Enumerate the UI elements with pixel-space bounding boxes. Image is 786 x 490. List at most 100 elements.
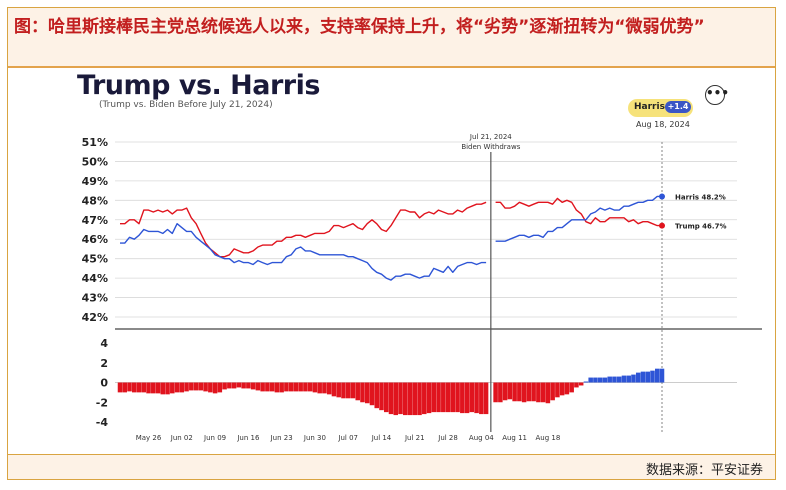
spread-bar (559, 382, 565, 396)
spread-bar (398, 382, 403, 415)
spread-bar (593, 377, 598, 383)
more-options-button[interactable]: ••• (705, 85, 729, 105)
spread-bar (564, 382, 570, 395)
xtick-label: Jun 30 (303, 434, 326, 442)
spread-bar (517, 382, 522, 402)
line-chart-ytick-label: 51% (82, 136, 108, 149)
data-source: 数据来源：平安证券 (645, 463, 763, 478)
spread-bar (650, 370, 655, 383)
spread-bar (659, 368, 665, 383)
spread-bar (222, 382, 227, 390)
spread-bar (155, 382, 161, 394)
spread-bar (322, 382, 327, 394)
line-chart-ytick-label: 45% (82, 253, 108, 266)
figure-header: 图：哈里斯接棒民主党总统候选人以来，支持率保持上升，将“劣势”逐渐扭转为“微弱优… (8, 8, 775, 66)
bar-chart-ytick-label: 2 (100, 357, 108, 370)
spread-bar (122, 382, 128, 393)
spread-bar (612, 376, 617, 383)
spread-bar (269, 382, 275, 392)
spread-bar (127, 382, 132, 392)
spread-bar (450, 382, 456, 413)
spread-bar (227, 382, 232, 389)
spread-bar (198, 382, 204, 391)
xtick-label: Aug 11 (502, 434, 527, 442)
spread-bar (274, 382, 280, 393)
spread-bar (616, 376, 622, 383)
xtick-label: Aug 18 (535, 434, 560, 442)
line-chart-ytick-label: 43% (82, 292, 108, 305)
spread-bar (654, 368, 660, 383)
spread-bar (317, 382, 322, 394)
spread-bar (136, 382, 142, 393)
spread-bar (445, 382, 451, 413)
spread-bar (345, 382, 351, 399)
spread-bar (540, 382, 546, 403)
leader-badge-date: Aug 18, 2024 (636, 120, 690, 129)
spread-bar (531, 382, 536, 402)
spread-bar (303, 382, 308, 392)
spread-bar (170, 382, 175, 394)
spread-bar (379, 382, 384, 411)
spread-bar (422, 382, 427, 415)
spread-bar (217, 382, 223, 393)
spread-bar (255, 382, 261, 391)
line-chart-ytick-label: 42% (82, 311, 108, 324)
spread-bar (621, 375, 627, 383)
spread-bar (635, 372, 641, 383)
xtick-label: Jun 16 (236, 434, 260, 442)
spread-bar (212, 382, 218, 394)
spread-bar (436, 382, 441, 413)
bar-chart-ytick-label: 0 (100, 377, 108, 390)
spread-bar (383, 382, 389, 413)
spread-bar (441, 382, 446, 413)
spread-bar (364, 382, 370, 404)
spread-bar (417, 382, 422, 416)
line-chart-ytick-label: 48% (82, 194, 108, 207)
spread-bar (151, 382, 156, 394)
spread-bar (160, 382, 166, 395)
spread-bar (645, 371, 650, 383)
spread-bar (341, 382, 346, 399)
spread-bar (574, 382, 579, 388)
spread-bar (360, 382, 365, 403)
spread-bar (460, 382, 465, 414)
spread-bar (521, 382, 527, 403)
line-chart-ytick-label: 44% (82, 272, 108, 285)
spread-bar (189, 382, 194, 391)
xtick-label: Jul 28 (437, 434, 458, 442)
spread-bar (550, 382, 555, 401)
spread-bar (607, 376, 612, 383)
figure-footer: 数据来源：平安证券 (8, 454, 775, 479)
spread-bar (431, 382, 437, 413)
spread-bar (193, 382, 199, 391)
spread-bar (288, 382, 294, 392)
spread-bar (474, 382, 479, 414)
xtick-label: Jun 09 (203, 434, 226, 442)
spread-bar (493, 382, 498, 403)
spread-bar (626, 375, 631, 383)
harris-line-after (495, 195, 662, 242)
spread-bar (388, 382, 394, 415)
line-chart-ytick-label: 50% (82, 155, 108, 168)
spread-bar (208, 382, 213, 393)
spread-bar (640, 371, 646, 383)
harris-end-label: Harris 48.2% (675, 193, 726, 201)
spread-bar (293, 382, 299, 392)
spread-bar (265, 382, 270, 392)
spread-bar (479, 382, 484, 415)
spread-bar (117, 382, 123, 393)
spread-bar (246, 382, 251, 389)
spread-bar (174, 382, 180, 393)
chart-title: Trump vs. Harris (77, 70, 320, 101)
spread-bar (179, 382, 185, 393)
bar-chart-ytick-label: -4 (96, 416, 109, 429)
spread-bar (279, 382, 284, 393)
xtick-label: Jul 14 (371, 434, 392, 442)
spread-bar (260, 382, 265, 392)
spread-bar (483, 382, 489, 415)
spread-bar (326, 382, 332, 395)
spread-bar (464, 382, 470, 414)
leader-badge-value: +1.4 (665, 101, 691, 113)
spread-bar (146, 382, 151, 394)
